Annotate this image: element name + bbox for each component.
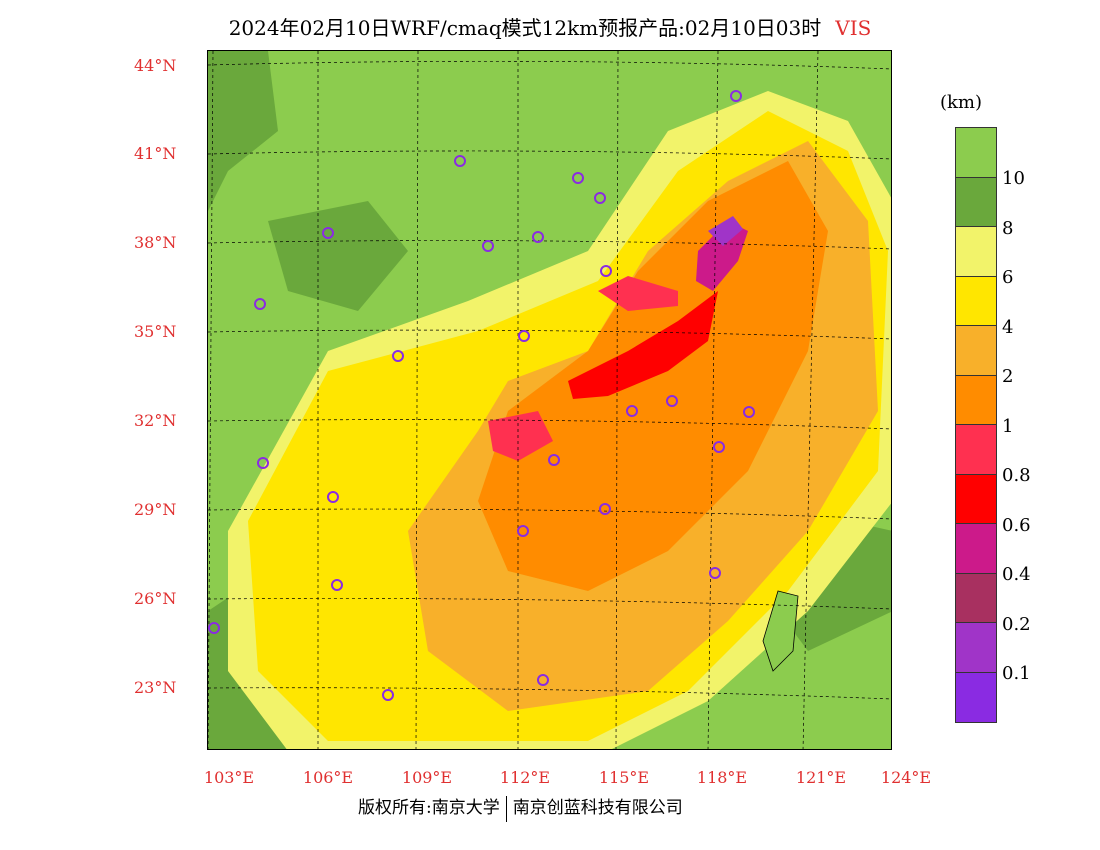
lat-label-35: 35°N bbox=[134, 322, 177, 341]
colorbar bbox=[955, 127, 997, 723]
colorbar-swatch bbox=[956, 326, 996, 376]
colorbar-swatch bbox=[956, 375, 996, 425]
lat-label-32: 32°N bbox=[134, 411, 177, 430]
colorbar-label: 0.4 bbox=[1002, 564, 1031, 585]
colorbar-swatch bbox=[956, 425, 996, 475]
lon-label-124: 124°E bbox=[880, 768, 932, 787]
lat-label-38: 38°N bbox=[134, 233, 177, 252]
colorbar-swatch bbox=[956, 474, 996, 524]
colorbar-swatch bbox=[956, 573, 996, 623]
lat-label-29: 29°N bbox=[134, 500, 177, 519]
lat-label-41: 41°N bbox=[134, 144, 177, 163]
visibility-map bbox=[207, 50, 892, 750]
colorbar-swatch bbox=[956, 672, 996, 722]
colorbar-swatch bbox=[956, 623, 996, 673]
colorbar-label: 1 bbox=[1002, 416, 1014, 437]
lon-label-112: 112°E bbox=[499, 768, 551, 787]
colorbar-label: 10 bbox=[1002, 168, 1025, 189]
lon-label-103: 103°E bbox=[203, 768, 255, 787]
lat-label-23: 23°N bbox=[134, 678, 177, 697]
colorbar-swatch bbox=[956, 524, 996, 574]
lon-label-118: 118°E bbox=[696, 768, 748, 787]
colorbar-label: 4 bbox=[1002, 317, 1014, 338]
map-title: 2024年02月10日WRF/cmaq模式12km预报产品:02月10日03时 V… bbox=[0, 12, 1100, 41]
colorbar-swatch bbox=[956, 177, 996, 227]
colorbar-swatch bbox=[956, 128, 996, 178]
colorbar-swatch bbox=[956, 227, 996, 277]
copyright-left: 版权所有:南京大学 bbox=[358, 798, 500, 818]
map-fields bbox=[208, 51, 891, 749]
copyright-footer: 版权所有:南京大学 南京创蓝科技有限公司 bbox=[358, 793, 683, 822]
title-text: 2024年02月10日WRF/cmaq模式12km预报产品:02月10日03时 bbox=[228, 16, 822, 40]
lon-label-115: 115°E bbox=[598, 768, 650, 787]
footer-divider bbox=[505, 795, 507, 822]
colorbar-label: 0.6 bbox=[1002, 515, 1031, 536]
copyright-right: 南京创蓝科技有限公司 bbox=[512, 798, 683, 818]
lon-label-106: 106°E bbox=[302, 768, 354, 787]
colorbar-swatch bbox=[956, 276, 996, 326]
colorbar-label: 0.2 bbox=[1002, 614, 1031, 635]
unit-label: (km) bbox=[940, 92, 983, 113]
lon-label-109: 109°E bbox=[401, 768, 453, 787]
colorbar-label: 0.8 bbox=[1002, 465, 1031, 486]
variable-label: VIS bbox=[835, 16, 872, 40]
lat-label-26: 26°N bbox=[134, 589, 177, 608]
colorbar-label: 6 bbox=[1002, 267, 1014, 288]
lat-label-44: 44°N bbox=[134, 56, 177, 75]
colorbar-label: 8 bbox=[1002, 218, 1014, 239]
colorbar-label: 2 bbox=[1002, 366, 1014, 387]
colorbar-label: 0.1 bbox=[1002, 663, 1031, 684]
lon-label-121: 121°E bbox=[795, 768, 847, 787]
